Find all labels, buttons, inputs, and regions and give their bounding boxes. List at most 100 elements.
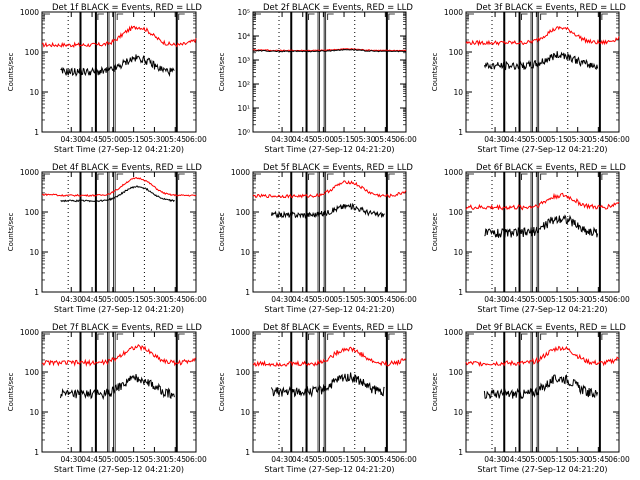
y-tick-label: 1000 xyxy=(231,168,250,177)
bracket-mark xyxy=(540,173,547,180)
y-tick-label: 1000 xyxy=(20,328,39,337)
x-tick-label: 06:00 xyxy=(185,455,207,464)
panel-title: Det 5f BLACK = Events, RED = LLD xyxy=(263,163,413,173)
x-axis-label: Start Time (27-Sep-12 04:21:20) xyxy=(264,305,394,314)
x-tick-label: 04:45 xyxy=(505,135,527,144)
bracket-mark xyxy=(327,173,334,180)
plot-frame xyxy=(465,11,620,133)
y-tick-label: 10⁵ xyxy=(237,8,250,17)
bracket-mark xyxy=(43,333,50,340)
y-tick-label: 1 xyxy=(245,448,250,457)
y-axis-label: Counts/sec xyxy=(218,213,226,252)
x-tick-label: 06:00 xyxy=(395,295,417,304)
lld-series-line xyxy=(252,180,407,199)
panel-det-6: Det 6f BLACK = Events, RED = LLD 1 10 100 10… xyxy=(431,163,630,314)
bracket-mark xyxy=(601,333,608,340)
x-tick-label: 04:45 xyxy=(505,295,527,304)
x-tick-label: 04:30 xyxy=(484,455,506,464)
y-tick-label: 100 xyxy=(25,48,40,57)
bracket-mark xyxy=(116,173,124,180)
x-tick-label: 04:45 xyxy=(292,455,314,464)
lld-series-line xyxy=(465,345,620,368)
y-tick-label: 1000 xyxy=(444,168,463,177)
y-tick-label: 100 xyxy=(449,208,464,217)
x-tick-label: 06:00 xyxy=(608,295,630,304)
y-tick-label: 100 xyxy=(236,368,251,377)
bracket-mark xyxy=(254,13,261,20)
y-axis-label: Counts/sec xyxy=(218,373,226,412)
events-series-line xyxy=(484,214,599,238)
panel-title: Det 2f BLACK = Events, RED = LLD xyxy=(263,3,413,13)
x-tick-label: 05:30 xyxy=(567,295,589,304)
y-tick-label: 100 xyxy=(449,368,464,377)
panel-det-9: Det 9f BLACK = Events, RED = LLD 1 10 100 10… xyxy=(431,323,630,474)
x-tick-label: 04:45 xyxy=(81,295,103,304)
bracket-mark xyxy=(97,13,104,20)
y-tick-label: 1 xyxy=(34,448,39,457)
y-axis-label: Counts/sec xyxy=(7,373,15,412)
bracket-mark xyxy=(178,333,185,340)
y-axis-label: Counts/sec xyxy=(218,53,226,92)
bracket-mark xyxy=(97,173,104,180)
panel-title: Det 9f BLACK = Events, RED = LLD xyxy=(476,323,626,333)
y-axis-label: Counts/sec xyxy=(431,373,439,412)
x-tick-label: 04:30 xyxy=(60,455,82,464)
bracket-mark xyxy=(254,173,261,180)
x-tick-label: 05:15 xyxy=(333,135,355,144)
x-tick-label: 05:15 xyxy=(546,135,568,144)
bracket-mark xyxy=(178,173,185,180)
x-axis-label: Start Time (27-Sep-12 04:21:20) xyxy=(477,145,607,154)
bracket-mark xyxy=(601,173,608,180)
x-tick-label: 04:45 xyxy=(81,455,103,464)
y-tick-label: 10 xyxy=(29,88,39,97)
x-tick-label: 04:30 xyxy=(484,295,506,304)
y-tick-label: 1000 xyxy=(20,168,39,177)
bracket-mark xyxy=(388,13,395,20)
x-tick-label: 04:30 xyxy=(60,295,82,304)
y-axis-label: Counts/sec xyxy=(7,53,15,92)
panel-title: Det 4f BLACK = Events, RED = LLD xyxy=(52,163,202,173)
x-tick-label: 05:00 xyxy=(526,295,548,304)
y-tick-label: 10 xyxy=(29,248,39,257)
x-tick-label: 05:45 xyxy=(164,135,186,144)
plot-frame xyxy=(465,331,620,453)
events-series-line xyxy=(60,185,175,203)
bracket-mark xyxy=(327,13,334,20)
events-series-line xyxy=(252,48,407,53)
x-tick-label: 05:15 xyxy=(123,455,145,464)
bracket-mark xyxy=(521,333,528,340)
x-axis-label: Start Time (27-Sep-12 04:21:20) xyxy=(264,465,394,474)
events-series-line xyxy=(270,372,385,398)
panel-det-4: Det 4f BLACK = Events, RED = LLD 1 10 100 10… xyxy=(7,163,207,314)
x-tick-label: 05:45 xyxy=(588,295,610,304)
x-tick-label: 05:15 xyxy=(123,295,145,304)
bracket-mark xyxy=(327,333,334,340)
panel-det-3: Det 3f BLACK = Events, RED = LLD 1 10 100 10… xyxy=(431,3,630,154)
x-tick-label: 05:30 xyxy=(567,455,589,464)
y-axis-label: Counts/sec xyxy=(431,53,439,92)
y-tick-label: 1 xyxy=(458,288,463,297)
events-series-line xyxy=(60,54,175,77)
bracket-mark xyxy=(601,13,608,20)
y-tick-label: 1 xyxy=(245,288,250,297)
events-series-line xyxy=(483,374,599,400)
lld-series-line xyxy=(465,26,620,47)
x-tick-label: 05:15 xyxy=(123,135,145,144)
y-tick-label: 10² xyxy=(237,80,250,89)
y-tick-label: 10 xyxy=(240,248,250,257)
x-tick-label: 05:30 xyxy=(567,135,589,144)
y-tick-label: 1 xyxy=(458,128,463,137)
bracket-mark xyxy=(467,13,474,20)
x-tick-label: 05:00 xyxy=(526,135,548,144)
x-tick-label: 05:45 xyxy=(375,295,397,304)
y-tick-label: 1000 xyxy=(444,328,463,337)
x-tick-label: 06:00 xyxy=(608,135,630,144)
x-axis-label: Start Time (27-Sep-12 04:21:20) xyxy=(54,465,184,474)
plot-frame xyxy=(41,331,197,453)
bracket-mark xyxy=(521,13,528,20)
events-series-line xyxy=(270,202,385,219)
bracket-mark xyxy=(521,173,528,180)
bracket-mark xyxy=(308,333,315,340)
x-tick-label: 06:00 xyxy=(395,455,417,464)
